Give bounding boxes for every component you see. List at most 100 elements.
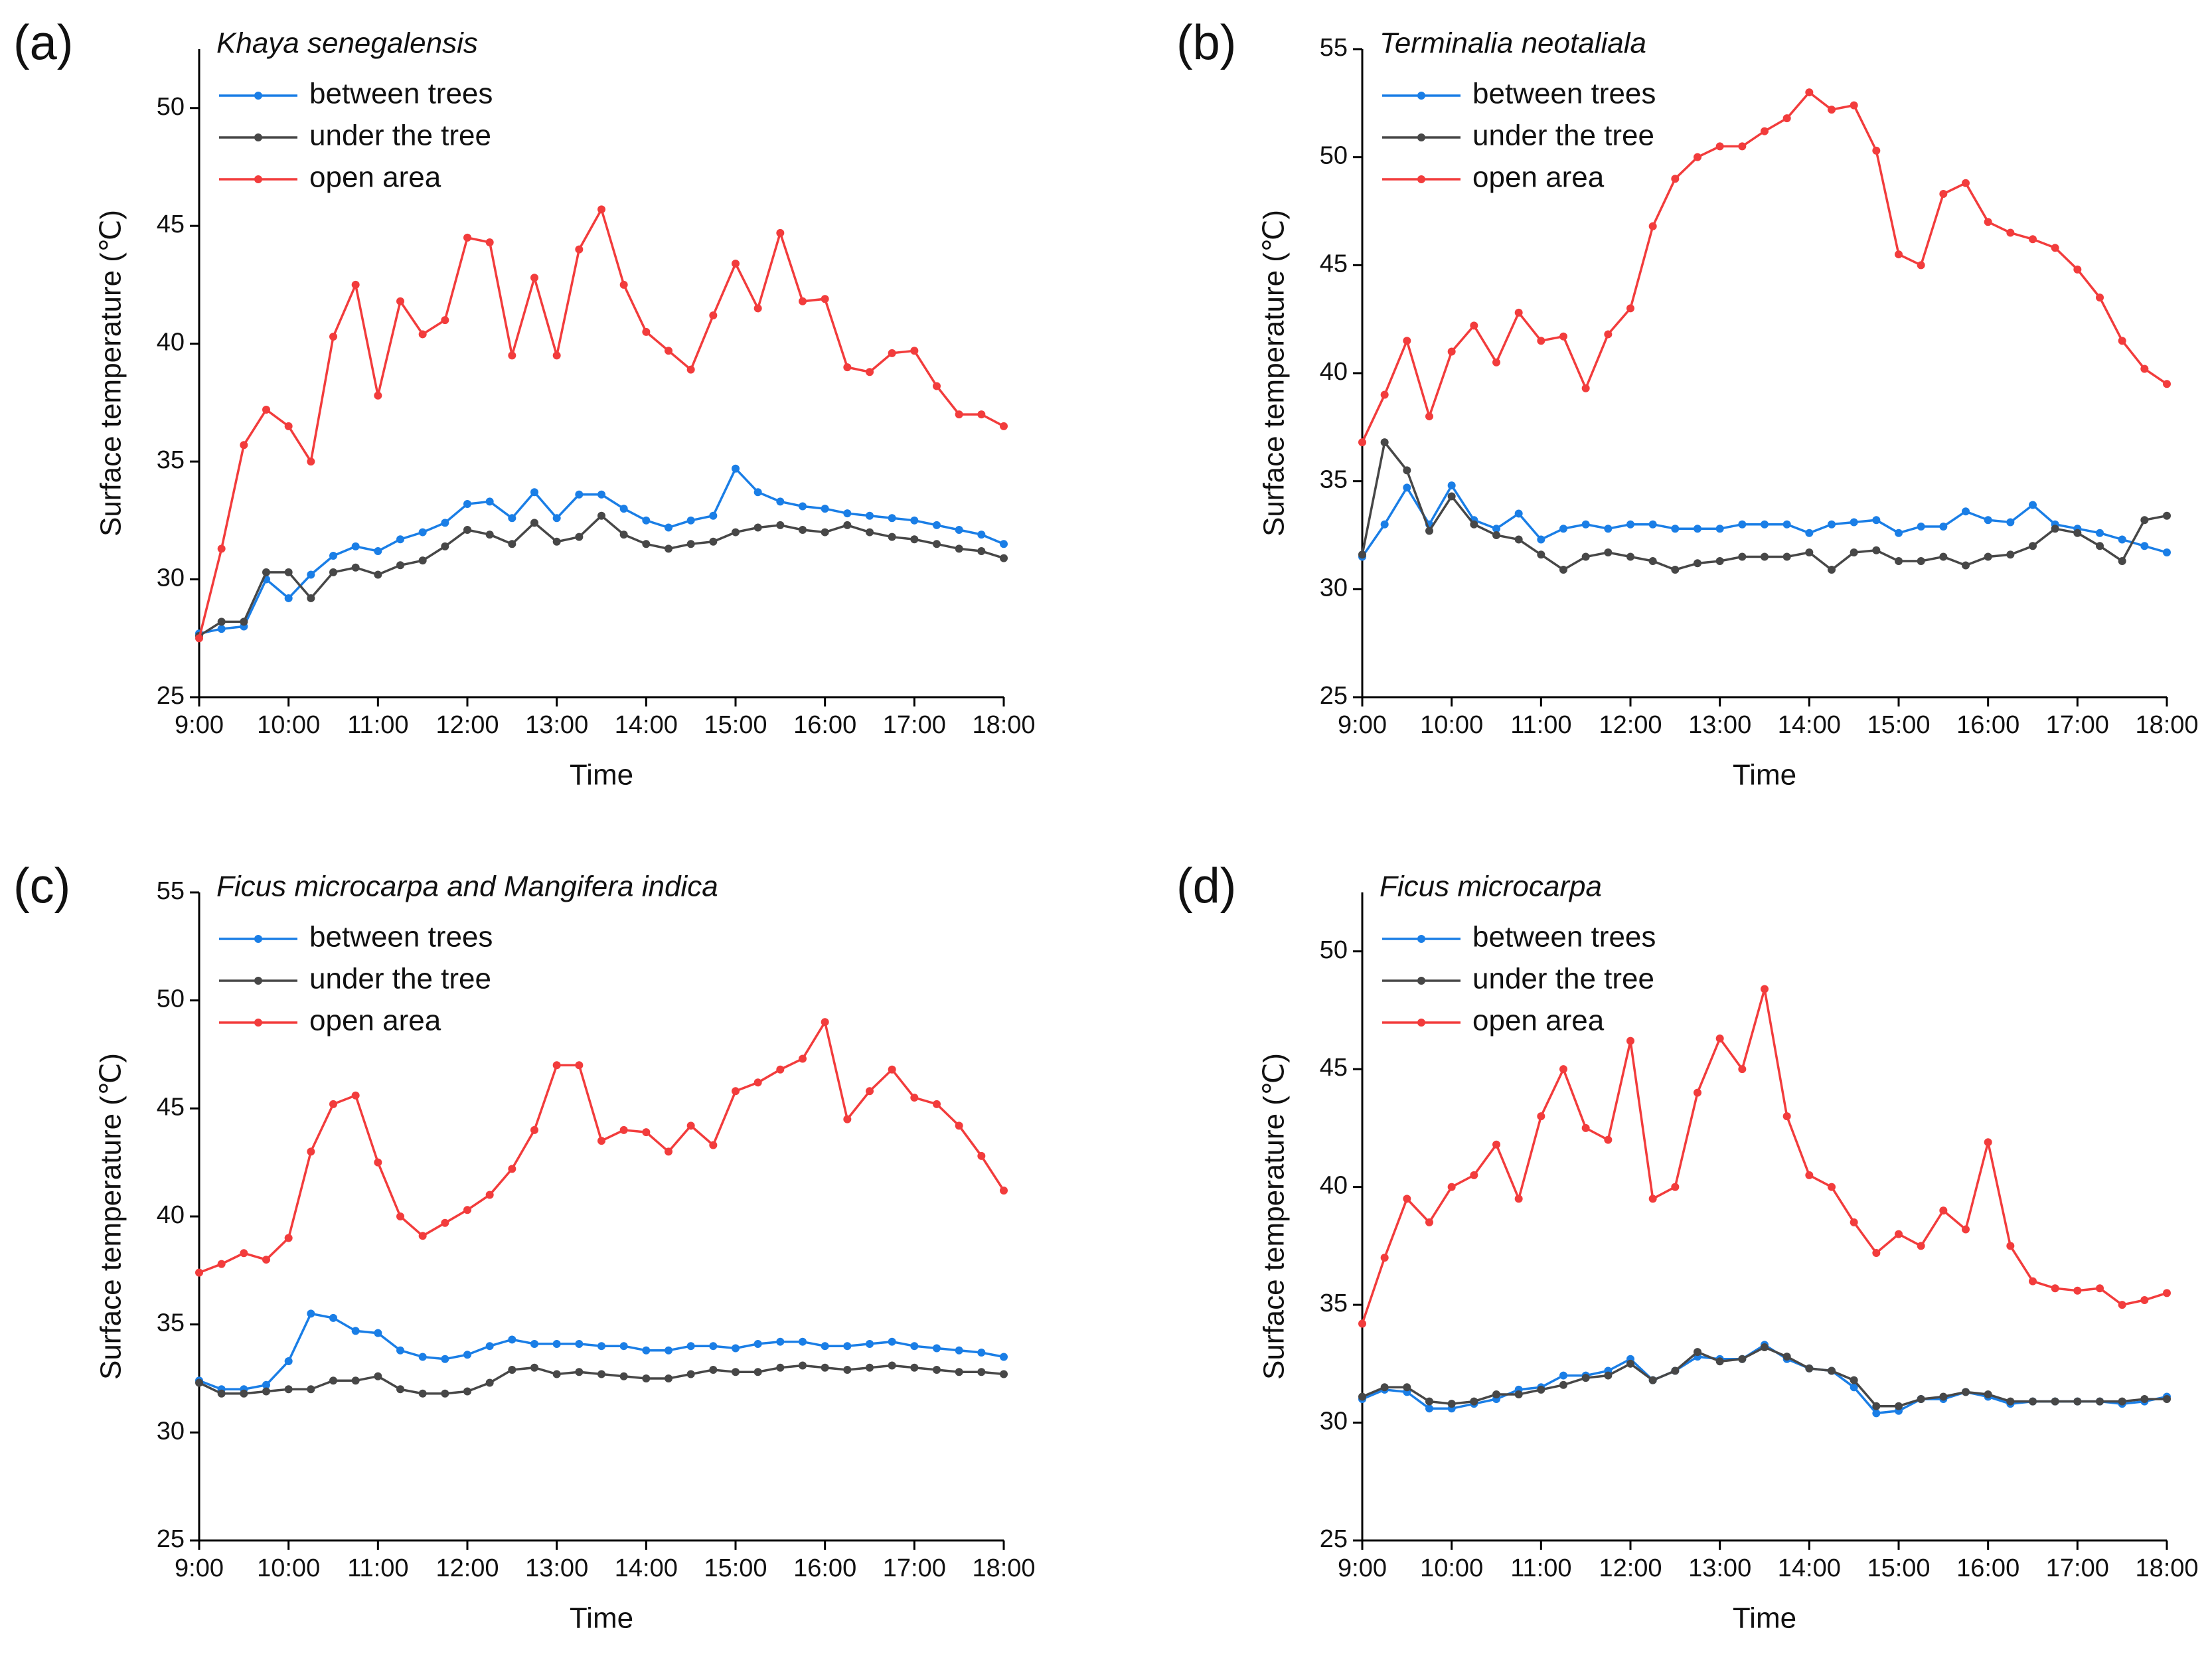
data-point bbox=[888, 1361, 896, 1370]
data-point bbox=[1425, 1397, 1433, 1406]
data-point bbox=[1782, 114, 1791, 123]
x-tick-label: 18:00 bbox=[972, 1554, 1035, 1582]
data-point bbox=[2163, 1289, 2171, 1297]
x-tick-label: 18:00 bbox=[2135, 711, 2198, 739]
data-point bbox=[2051, 1397, 2059, 1406]
data-point bbox=[351, 280, 360, 289]
panel-title: Terminalia neotaliala bbox=[1380, 27, 1646, 60]
x-tick-label: 13:00 bbox=[525, 711, 588, 739]
data-point bbox=[552, 514, 561, 523]
x-tick-label: 11:00 bbox=[347, 1554, 408, 1582]
data-point bbox=[396, 1385, 404, 1394]
data-point bbox=[1358, 1392, 1366, 1401]
data-point bbox=[2006, 1397, 2015, 1406]
y-tick-label: 25 bbox=[1320, 682, 1348, 710]
data-point bbox=[821, 528, 829, 537]
data-point bbox=[374, 570, 382, 579]
x-tick-label: 9:00 bbox=[1338, 1554, 1387, 1582]
data-point bbox=[1694, 559, 1701, 568]
data-point bbox=[396, 535, 404, 544]
data-point bbox=[753, 523, 762, 532]
data-point bbox=[1671, 525, 1680, 533]
data-point bbox=[1850, 518, 1858, 527]
data-point bbox=[485, 1191, 494, 1199]
x-tick-label: 15:00 bbox=[704, 711, 767, 739]
data-point bbox=[977, 1348, 986, 1357]
data-point bbox=[821, 1342, 829, 1351]
data-point bbox=[1917, 261, 1925, 270]
data-point bbox=[508, 514, 516, 523]
x-axis-label: Time bbox=[570, 759, 633, 791]
data-point bbox=[329, 1376, 337, 1385]
legend-marker bbox=[254, 175, 262, 183]
data-point bbox=[821, 1018, 829, 1027]
data-point bbox=[1648, 1376, 1657, 1384]
data-point bbox=[1470, 321, 1478, 330]
data-point bbox=[1447, 1400, 1456, 1408]
legend-marker bbox=[1417, 133, 1425, 141]
data-point bbox=[732, 1344, 740, 1353]
legend-label: between trees bbox=[1472, 78, 1656, 110]
panel-label: (a) bbox=[13, 15, 73, 70]
data-point bbox=[1537, 337, 1545, 345]
data-point bbox=[1671, 566, 1680, 574]
data-point bbox=[955, 410, 963, 419]
x-tick-label: 11:00 bbox=[1510, 711, 1571, 739]
data-point bbox=[1581, 1123, 1590, 1132]
data-point bbox=[351, 1376, 360, 1385]
data-point bbox=[262, 1256, 270, 1264]
data-point bbox=[597, 205, 605, 214]
data-point bbox=[619, 505, 628, 513]
data-point bbox=[642, 1374, 651, 1382]
data-point bbox=[418, 330, 427, 339]
x-tick-label: 18:00 bbox=[2135, 1554, 2198, 1582]
data-point bbox=[485, 497, 494, 506]
data-point bbox=[1850, 1218, 1858, 1226]
data-point bbox=[1761, 1343, 1769, 1351]
data-point bbox=[753, 488, 762, 497]
data-point bbox=[463, 526, 471, 535]
data-point bbox=[1648, 1195, 1657, 1203]
data-point bbox=[888, 349, 896, 357]
data-point bbox=[418, 528, 427, 537]
data-point bbox=[508, 1335, 516, 1344]
data-point bbox=[799, 1054, 807, 1063]
data-point bbox=[262, 1387, 270, 1396]
data-point bbox=[2073, 265, 2082, 274]
data-point bbox=[217, 1260, 226, 1268]
data-point bbox=[463, 499, 471, 508]
legend-label: between trees bbox=[309, 921, 493, 953]
data-point bbox=[1694, 1348, 1701, 1357]
x-tick-label: 9:00 bbox=[1338, 711, 1387, 739]
data-point bbox=[1962, 179, 1970, 187]
data-point bbox=[1715, 525, 1724, 533]
data-point bbox=[1984, 218, 1992, 226]
data-point bbox=[1559, 1065, 1567, 1074]
x-tick-label: 13:00 bbox=[1688, 1554, 1751, 1582]
data-point bbox=[1403, 1383, 1411, 1392]
data-point bbox=[1872, 1249, 1881, 1258]
data-point bbox=[2118, 337, 2126, 345]
data-point bbox=[866, 1087, 874, 1096]
data-point bbox=[642, 327, 651, 336]
panel: (c) Ficus microcarpa and Mangifera indica… bbox=[13, 859, 1036, 1635]
data-point bbox=[1559, 332, 1567, 341]
data-point bbox=[732, 528, 740, 537]
data-point bbox=[933, 521, 941, 529]
data-point bbox=[1514, 509, 1523, 518]
legend-marker bbox=[1417, 175, 1425, 183]
y-tick-label: 35 bbox=[157, 1309, 185, 1337]
x-tick-label: 17:00 bbox=[2046, 1554, 2109, 1582]
data-point bbox=[1939, 552, 1948, 561]
x-tick-label: 12:00 bbox=[435, 1554, 499, 1582]
data-point bbox=[888, 514, 896, 523]
data-point bbox=[508, 1365, 516, 1374]
y-tick-label: 50 bbox=[157, 93, 185, 121]
data-point bbox=[441, 1389, 449, 1398]
data-point bbox=[262, 568, 270, 576]
data-point bbox=[933, 540, 941, 548]
data-point bbox=[530, 488, 538, 497]
data-point bbox=[1805, 1364, 1814, 1372]
panel-title: Ficus microcarpa and Mangifera indica bbox=[216, 870, 718, 903]
data-point bbox=[843, 509, 852, 518]
